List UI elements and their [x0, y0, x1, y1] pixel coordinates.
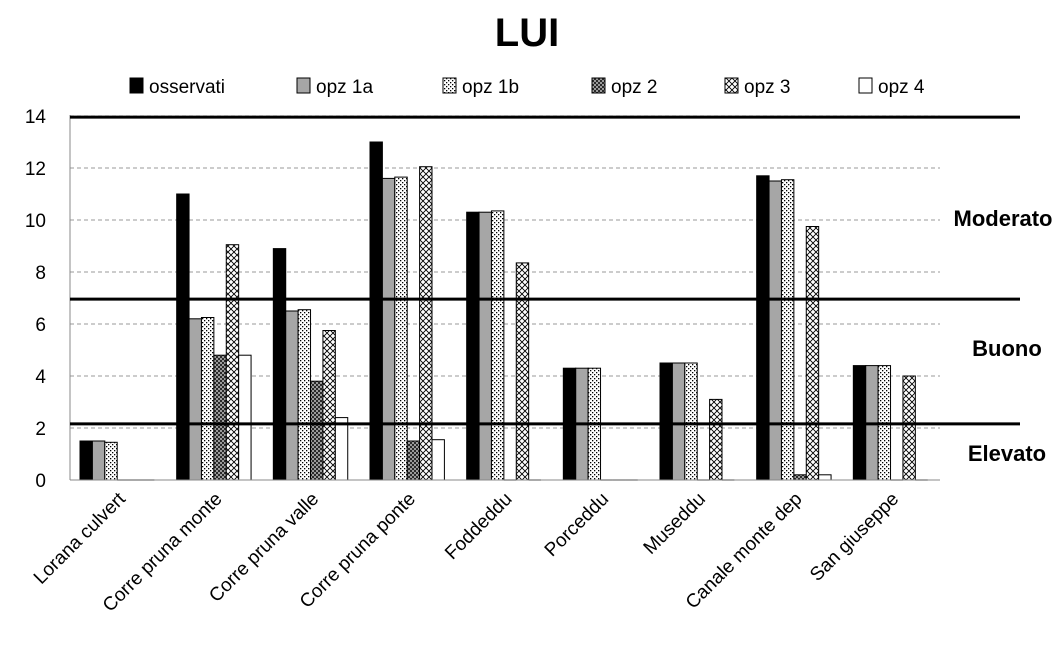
- axes: [69, 115, 940, 481]
- bar-opz-3-2: [322, 330, 336, 481]
- bar-opz-1b-2: [297, 309, 312, 481]
- bar-opz-1a-3: [381, 177, 396, 481]
- bar-opz-1b-3: [394, 176, 408, 481]
- x-category-label: Museddu: [640, 489, 710, 559]
- bar-osservati-0: [79, 440, 93, 481]
- bar-opz-2-2: [310, 380, 324, 481]
- bar-opz-2-1: [213, 354, 227, 481]
- bar-opz-1a-0: [91, 440, 106, 481]
- bar-opz-3-6: [709, 398, 723, 481]
- bar-opz-2-3: [406, 440, 421, 481]
- bar-opz-3-3: [419, 166, 433, 481]
- y-tick-label: 8: [35, 263, 46, 284]
- bar-opz-3-4: [515, 262, 530, 481]
- bar-opz-1a-1: [188, 318, 202, 481]
- y-tick-label: 2: [35, 419, 46, 440]
- zone-label-elevato: Elevato: [968, 441, 1046, 466]
- zone-label-moderato: Moderato: [954, 206, 1053, 231]
- chart-title: LUI: [495, 11, 559, 55]
- x-category-label: Lorana culvert: [30, 488, 130, 588]
- bar-opz-1b-1: [200, 317, 215, 481]
- bar-opz-1a-4: [478, 211, 492, 481]
- bar-osservati-1: [176, 193, 190, 481]
- legend-swatch: [442, 77, 457, 94]
- legend-label: osservati: [149, 77, 225, 98]
- legend-swatch: [858, 77, 873, 94]
- legend-label: opz 3: [744, 77, 790, 98]
- legend-swatch: [296, 77, 311, 94]
- bar-osservati-2: [272, 248, 287, 481]
- y-tick-label: 10: [25, 211, 46, 232]
- bar-osservati-6: [659, 362, 673, 481]
- bar-opz-1b-0: [104, 441, 118, 481]
- bar-opz-4-7: [818, 474, 832, 481]
- legend-swatch: [591, 77, 606, 94]
- bar-opz-3-8: [902, 375, 916, 481]
- y-tick-label: 6: [35, 315, 46, 336]
- legend-label: opz 1a: [316, 77, 373, 98]
- bar-opz-1b-6: [684, 362, 698, 481]
- bar-osservati-3: [369, 141, 383, 481]
- bar-opz-4-2: [334, 417, 349, 481]
- zone-label-buono: Buono: [972, 336, 1042, 361]
- bar-osservati-4: [466, 211, 480, 481]
- y-tick-label: 12: [25, 159, 46, 180]
- bars: [79, 141, 928, 481]
- legend-label: opz 2: [611, 77, 657, 98]
- bar-opz-3-7: [805, 226, 820, 481]
- legend-swatch: [724, 77, 739, 94]
- bar-opz-3-1: [225, 244, 240, 481]
- bar-opz-1b-4: [490, 210, 505, 481]
- legend-label: opz 1b: [462, 77, 519, 98]
- bar-opz-4-3: [431, 439, 445, 481]
- threshold-lines: Elevato Buono Moderato: [70, 115, 1053, 466]
- bar-opz-1a-2: [285, 310, 299, 481]
- bar-opz-1a-6: [671, 362, 686, 481]
- bar-osservati-7: [756, 175, 770, 481]
- legend: osservati opz 1a opz 1b opz 2 opz 3 opz 4: [129, 77, 925, 98]
- bar-opz-2-7: [793, 474, 807, 481]
- bar-opz-1a-7: [768, 180, 782, 481]
- y-tick-label: 0: [35, 471, 46, 492]
- y-tick-label: 14: [25, 107, 47, 128]
- x-category-label: Foddeddu: [441, 489, 516, 564]
- x-category-label: Porceddu: [541, 489, 613, 561]
- y-tick-label: 4: [35, 367, 46, 388]
- legend-swatch: [129, 77, 144, 94]
- bar-opz-1b-7: [780, 179, 795, 481]
- x-category-label: San giuseppe: [806, 489, 903, 586]
- bar-opz-4-1: [238, 354, 252, 481]
- legend-label: opz 4: [878, 77, 925, 98]
- y-tick-labels: 0 2 4 6 8 10 12 14: [25, 107, 47, 492]
